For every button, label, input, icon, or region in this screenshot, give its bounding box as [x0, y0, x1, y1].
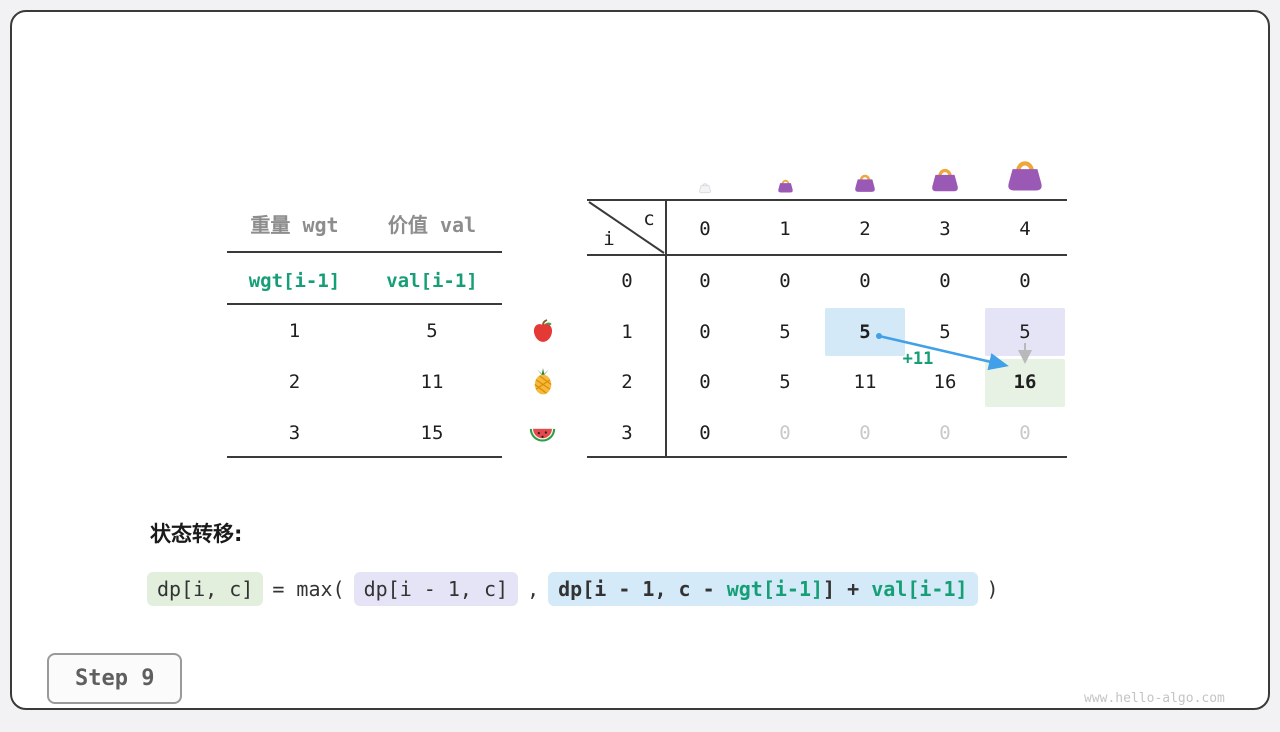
- formula-option2-val: val[i-1]: [871, 577, 968, 601]
- dp-cell-r2-c1: 5: [779, 371, 791, 393]
- formula-operator: = max(: [272, 577, 345, 601]
- dp-cell-r0-c0: 0: [699, 270, 711, 292]
- bag-icon-capacity-1: [777, 179, 794, 194]
- dp-row-header-3: 3: [621, 422, 633, 444]
- dp-table-line-bottom: [587, 456, 1067, 458]
- item-2-value: 11: [420, 371, 444, 393]
- dp-cell-r0-c1: 0: [779, 270, 791, 292]
- pineapple-icon: [534, 368, 552, 395]
- dp-cell-r3-c1: 0: [779, 422, 791, 444]
- dp-corner-row-var: i: [603, 228, 615, 250]
- items-header-weight: 重量 wgt: [250, 213, 339, 237]
- formula-separator: ,: [527, 577, 540, 601]
- dp-table-line-top: [587, 199, 1067, 201]
- formula-option2-part1: dp[i - 1, c -: [558, 577, 727, 601]
- item-3-value: 15: [420, 422, 444, 444]
- main-panel: 重量 wgt 价值 val wgt[i-1] val[i-1] 1 5 2 11…: [10, 10, 1270, 710]
- dp-corner-col-var: c: [643, 208, 655, 230]
- watermark-url: www.hello-algo.com: [1084, 691, 1225, 706]
- dp-table-line-header: [587, 254, 1067, 256]
- formula-option2-part3: ] +: [823, 577, 872, 601]
- dp-cell-r2-c0: 0: [699, 371, 711, 393]
- item-3-weight: 3: [288, 422, 301, 444]
- bag-icon-capacity-2: [853, 174, 877, 194]
- dp-cell-r2-c2: 11: [853, 371, 877, 393]
- dp-cell-r0-c2: 0: [859, 270, 871, 292]
- dp-row-header-2: 2: [621, 371, 633, 393]
- dp-cell-r2-c3: 16: [933, 371, 957, 393]
- transition-title: 状态转移:: [150, 522, 243, 546]
- formula-close-paren: ): [986, 577, 999, 601]
- watermelon-icon: [529, 428, 556, 442]
- item-2-weight: 2: [288, 371, 301, 393]
- dp-cell-r1-c4: 5: [1019, 321, 1031, 343]
- dp-table-line-vertical: [665, 199, 667, 458]
- formula-option2: dp[i - 1, c - wgt[i-1]] + val[i-1]: [548, 572, 978, 606]
- dp-col-header-1: 1: [779, 218, 791, 240]
- items-table-line-top: [227, 251, 502, 253]
- dp-cell-r0-c3: 0: [939, 270, 951, 292]
- dp-cell-r1-c2: 5: [859, 321, 871, 343]
- formula-option1: dp[i - 1, c]: [353, 572, 519, 606]
- arrow-value-label: +11: [902, 349, 934, 369]
- bag-icon-capacity-4: [1003, 155, 1047, 194]
- dp-col-header-0: 0: [699, 218, 711, 240]
- items-table-line-mid: [227, 303, 502, 305]
- step-badge: Step 9: [47, 653, 183, 704]
- dp-row-header-0: 0: [621, 270, 633, 292]
- dp-cell-r1-c3: 5: [939, 321, 951, 343]
- items-var-val: val[i-1]: [386, 270, 478, 292]
- dp-row-header-1: 1: [621, 321, 633, 343]
- apple-icon: [533, 319, 553, 342]
- dp-col-header-2: 2: [859, 218, 871, 240]
- items-var-wgt: wgt[i-1]: [248, 270, 341, 292]
- transition-formula: dp[i, c] = max( dp[i - 1, c] , dp[i - 1,…: [147, 572, 999, 606]
- items-table-line-bottom: [227, 456, 502, 458]
- bag-icon-capacity-3: [930, 168, 960, 193]
- item-1-weight: 1: [288, 320, 301, 342]
- bag-icon-capacity-0: [698, 183, 712, 194]
- dp-cell-r1-c0: 0: [699, 321, 711, 343]
- dp-cell-r0-c4: 0: [1019, 270, 1031, 292]
- dp-col-header-3: 3: [939, 218, 951, 240]
- dp-cell-r3-c0: 0: [699, 422, 711, 444]
- formula-lhs: dp[i, c]: [147, 572, 264, 606]
- items-header-value: 价值 val: [387, 213, 477, 237]
- formula-option2-wgt: wgt[i-1]: [726, 577, 824, 601]
- dp-cell-r3-c2: 0: [859, 422, 871, 444]
- item-1-value: 5: [426, 320, 438, 342]
- dp-cell-r2-c4: 16: [1013, 371, 1037, 393]
- dp-cell-r1-c1: 5: [779, 321, 791, 343]
- dp-cell-r3-c4: 0: [1019, 422, 1031, 444]
- dp-cell-r3-c3: 0: [939, 422, 951, 444]
- dp-col-header-4: 4: [1019, 218, 1031, 240]
